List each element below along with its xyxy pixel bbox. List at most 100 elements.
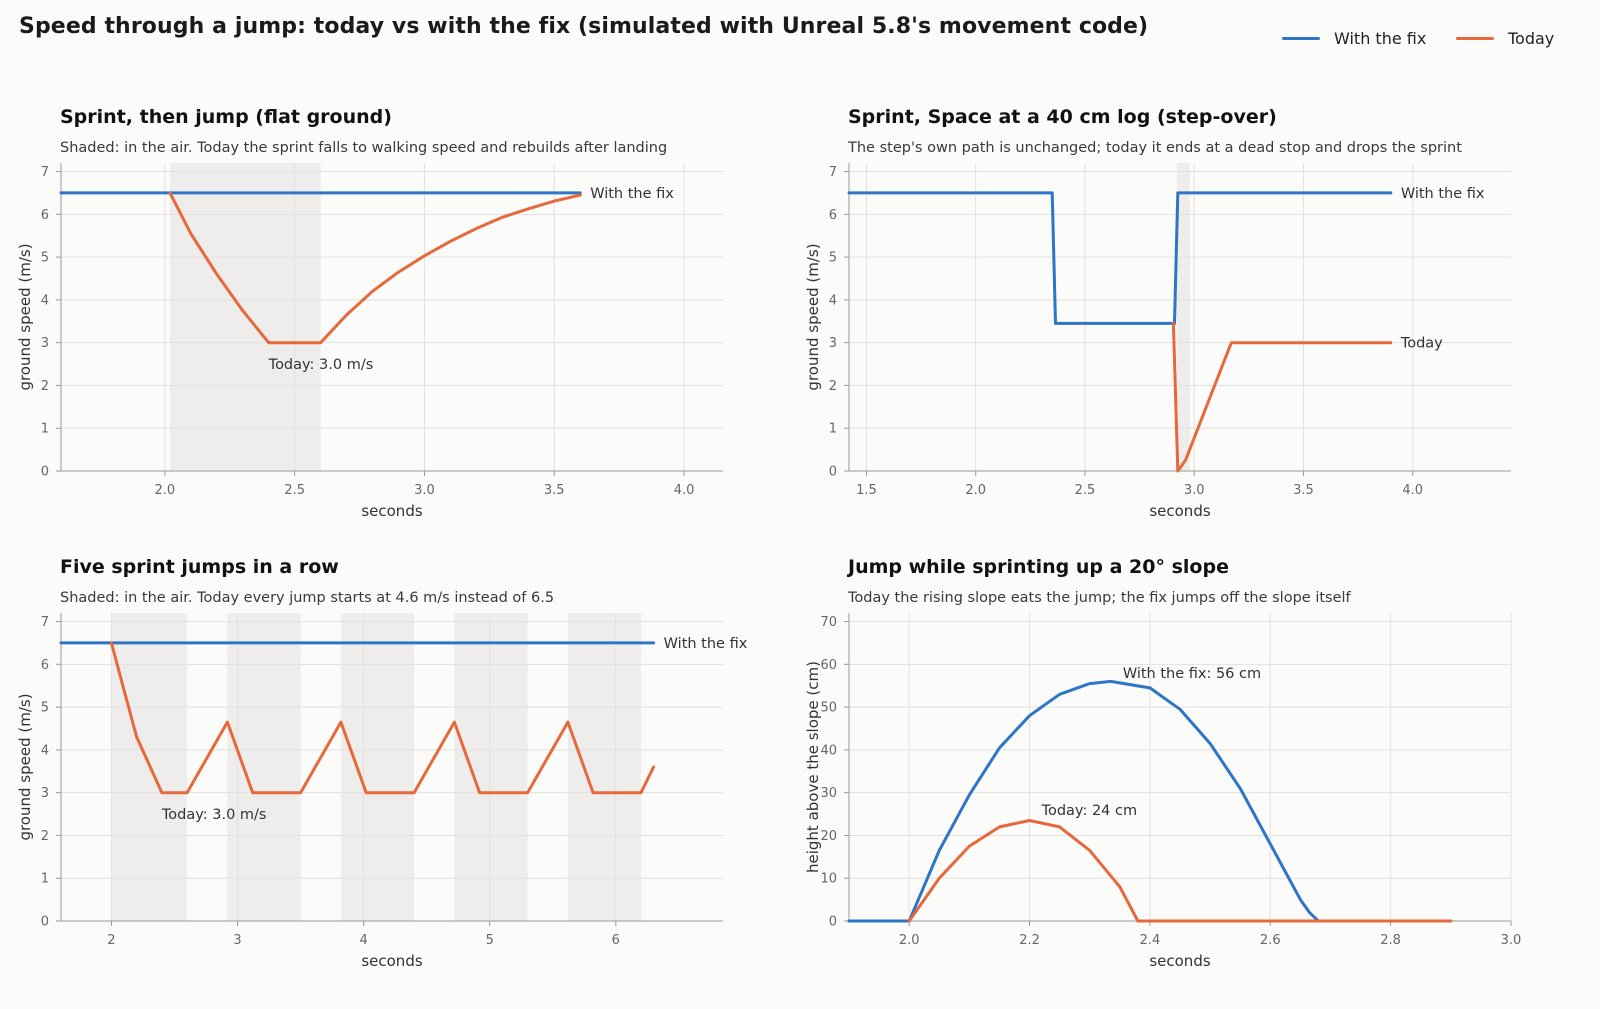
y-axis-label: ground speed (m/s) bbox=[804, 243, 822, 390]
legend-swatch-today bbox=[1456, 36, 1494, 40]
series-line-today bbox=[1171, 321, 1393, 473]
y-tick-label: 30 bbox=[820, 786, 837, 801]
air-shade bbox=[567, 613, 642, 921]
series-line-today bbox=[907, 819, 1453, 923]
y-tick-label: 0 bbox=[829, 465, 837, 480]
series-end-label: With the fix bbox=[1401, 186, 1485, 202]
x-tick-label: 4.0 bbox=[1402, 483, 1423, 498]
x-tick-label: 1.5 bbox=[856, 483, 877, 498]
x-axis-label: seconds bbox=[1149, 502, 1210, 520]
x-tick-label: 6 bbox=[612, 933, 620, 948]
chart-panel-3: Five sprint jumps in a row Shaded: in the… bbox=[16, 556, 748, 970]
y-tick-label: 50 bbox=[820, 701, 837, 716]
legend-label-with-the-fix: With the fix bbox=[1334, 28, 1427, 48]
y-tick-label: 4 bbox=[41, 293, 49, 308]
x-tick-label: 3.0 bbox=[414, 483, 435, 498]
x-tick-label: 4.0 bbox=[674, 483, 695, 498]
x-tick-label: 2.2 bbox=[1019, 933, 1040, 948]
x-tick-label: 2.5 bbox=[1075, 483, 1096, 498]
panel-title: Sprint, then jump (flat ground) bbox=[60, 106, 392, 128]
annotation: Today: 3.0 m/s bbox=[268, 357, 374, 373]
panel-title: Five sprint jumps in a row bbox=[60, 556, 339, 578]
x-tick-label: 3.0 bbox=[1501, 933, 1522, 948]
y-tick-label: 7 bbox=[41, 615, 49, 630]
x-tick-label: 2.4 bbox=[1140, 933, 1161, 948]
y-tick-label: 4 bbox=[41, 743, 49, 758]
panel-subtitle: The step's own path is unchanged; today … bbox=[847, 140, 1462, 156]
legend-item-with-the-fix: With the fix bbox=[1282, 26, 1426, 50]
y-tick-label: 3 bbox=[41, 336, 49, 351]
annotation: Today: 24 cm bbox=[1041, 803, 1138, 819]
x-tick-label: 2.0 bbox=[899, 933, 920, 948]
air-shade bbox=[170, 163, 321, 471]
legend-label-today: Today bbox=[1508, 28, 1555, 48]
panel-subtitle: Shaded: in the air. Today the sprint fal… bbox=[60, 140, 667, 156]
series-end-label: With the fix bbox=[664, 636, 748, 652]
x-tick-label: 3.5 bbox=[544, 483, 565, 498]
panel-title: Jump while sprinting up a 20° slope bbox=[846, 556, 1229, 578]
y-tick-label: 20 bbox=[820, 829, 837, 844]
y-tick-label: 5 bbox=[41, 701, 49, 716]
legend-item-today: Today bbox=[1456, 26, 1554, 50]
y-tick-label: 1 bbox=[41, 422, 49, 437]
series-line-today bbox=[168, 191, 582, 345]
y-tick-label: 0 bbox=[41, 915, 49, 930]
y-axis-label: height above the slope (cm) bbox=[804, 661, 822, 873]
x-tick-label: 2.6 bbox=[1260, 933, 1281, 948]
air-shade bbox=[454, 613, 528, 921]
y-tick-label: 6 bbox=[41, 208, 49, 223]
series-line-with-the-fix bbox=[847, 679, 1453, 923]
annotation: Today: 3.0 m/s bbox=[161, 807, 267, 823]
y-tick-label: 60 bbox=[820, 658, 837, 673]
panel-title: Sprint, Space at a 40 cm log (step-over) bbox=[848, 106, 1277, 128]
x-tick-label: 2 bbox=[107, 933, 115, 948]
air-shade bbox=[340, 613, 415, 921]
y-axis-label: ground speed (m/s) bbox=[16, 243, 34, 390]
x-tick-label: 2.0 bbox=[965, 483, 986, 498]
series-line-today bbox=[109, 641, 656, 795]
y-tick-label: 2 bbox=[41, 379, 49, 394]
y-tick-label: 10 bbox=[820, 872, 837, 887]
y-tick-label: 3 bbox=[41, 786, 49, 801]
panel-subtitle: Shaded: in the air. Today every jump sta… bbox=[60, 590, 554, 606]
y-tick-label: 0 bbox=[829, 915, 837, 930]
y-tick-label: 7 bbox=[829, 165, 837, 180]
air-shade bbox=[227, 613, 301, 921]
x-tick-label: 3 bbox=[233, 933, 241, 948]
x-axis-label: seconds bbox=[361, 952, 422, 970]
x-tick-label: 2.8 bbox=[1380, 933, 1401, 948]
x-tick-label: 4 bbox=[359, 933, 367, 948]
annotation: With the fix: 56 cm bbox=[1123, 666, 1261, 682]
y-tick-label: 1 bbox=[829, 422, 837, 437]
y-tick-label: 7 bbox=[41, 165, 49, 180]
chart-panel-4: Jump while sprinting up a 20° slope Today… bbox=[804, 556, 1521, 970]
x-axis-label: seconds bbox=[1149, 952, 1210, 970]
y-tick-label: 70 bbox=[820, 615, 837, 630]
series-end-label: Today bbox=[1400, 336, 1443, 352]
panel-subtitle: Today the rising slope eats the jump; th… bbox=[847, 590, 1352, 606]
y-tick-label: 6 bbox=[829, 208, 837, 223]
x-tick-label: 5 bbox=[486, 933, 494, 948]
x-tick-label: 3.0 bbox=[1184, 483, 1205, 498]
y-tick-label: 6 bbox=[41, 658, 49, 673]
figure-title: Speed through a jump: today vs with the … bbox=[19, 14, 1149, 39]
y-tick-label: 2 bbox=[829, 379, 837, 394]
series-line-with-the-fix bbox=[847, 191, 1393, 325]
x-tick-label: 3.5 bbox=[1293, 483, 1314, 498]
y-tick-label: 5 bbox=[41, 251, 49, 266]
y-tick-label: 4 bbox=[829, 293, 837, 308]
y-axis-label: ground speed (m/s) bbox=[16, 693, 34, 840]
air-shade bbox=[1176, 163, 1190, 471]
x-axis-label: seconds bbox=[361, 502, 422, 520]
series-end-label: With the fix bbox=[590, 186, 674, 202]
y-tick-label: 5 bbox=[829, 251, 837, 266]
y-tick-label: 0 bbox=[41, 465, 49, 480]
x-tick-label: 2.5 bbox=[284, 483, 305, 498]
y-tick-label: 1 bbox=[41, 872, 49, 887]
chart-panel-1: Sprint, then jump (flat ground) Shaded: i… bbox=[16, 106, 723, 520]
legend-swatch-with-the-fix bbox=[1282, 36, 1320, 40]
y-tick-label: 2 bbox=[41, 829, 49, 844]
x-tick-label: 2.0 bbox=[154, 483, 175, 498]
y-tick-label: 3 bbox=[829, 336, 837, 351]
